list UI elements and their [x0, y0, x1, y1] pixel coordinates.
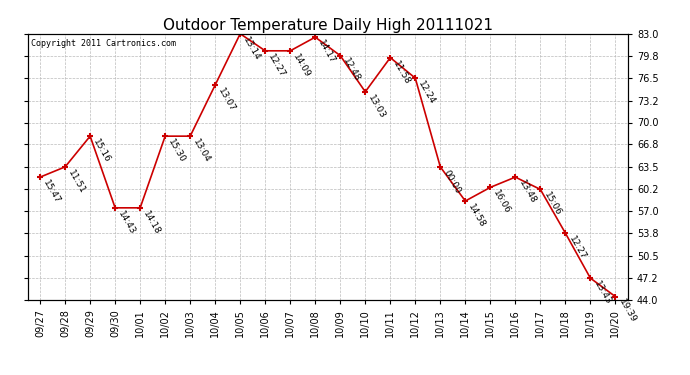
Text: 12:27: 12:27 — [266, 52, 287, 79]
Text: 11:58: 11:58 — [392, 59, 413, 86]
Text: 12:48: 12:48 — [342, 57, 362, 84]
Text: 13:03: 13:03 — [366, 93, 387, 120]
Text: 12:24: 12:24 — [417, 80, 437, 106]
Text: 14:18: 14:18 — [141, 209, 162, 236]
Text: 14:17: 14:17 — [317, 39, 337, 65]
Title: Outdoor Temperature Daily High 20111021: Outdoor Temperature Daily High 20111021 — [163, 18, 493, 33]
Text: 15:30: 15:30 — [166, 138, 187, 165]
Text: 00:00: 00:00 — [442, 168, 462, 195]
Text: 16:06: 16:06 — [492, 189, 513, 216]
Text: 13:48: 13:48 — [517, 178, 538, 205]
Text: 13:04: 13:04 — [192, 138, 213, 164]
Text: 15:16: 15:16 — [92, 138, 112, 165]
Text: 13:43: 13:43 — [592, 279, 613, 306]
Text: 13:14: 13:14 — [241, 35, 262, 62]
Text: 14:43: 14:43 — [117, 209, 137, 236]
Text: 19:39: 19:39 — [617, 298, 638, 325]
Text: 12:27: 12:27 — [566, 234, 587, 261]
Text: Copyright 2011 Cartronics.com: Copyright 2011 Cartronics.com — [30, 39, 175, 48]
Text: 11:51: 11:51 — [66, 168, 87, 195]
Text: 15:47: 15:47 — [41, 178, 62, 205]
Text: 14:09: 14:09 — [292, 52, 313, 79]
Text: 14:58: 14:58 — [466, 202, 487, 229]
Text: 13:07: 13:07 — [217, 86, 237, 113]
Text: 15:06: 15:06 — [542, 191, 562, 218]
